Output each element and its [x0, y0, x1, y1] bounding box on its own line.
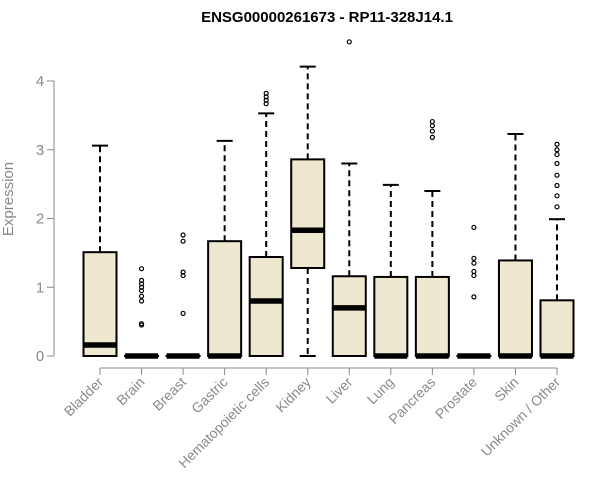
outlier-point	[554, 193, 560, 199]
outlier-point	[554, 141, 560, 147]
outlier-point	[429, 128, 435, 134]
outlier-point	[138, 277, 145, 283]
x-tick-label: Breast	[149, 374, 189, 414]
chart-title: ENSG00000261673 - RP11-328J14.1	[201, 9, 453, 26]
iqr-box	[207, 240, 243, 357]
box-pancreas	[414, 118, 450, 359]
iqr-box	[248, 256, 284, 357]
outlier-point	[471, 260, 477, 266]
outlier-point	[138, 293, 145, 299]
outlier-point	[554, 151, 560, 158]
outlier-point	[554, 204, 560, 210]
outlier-point	[554, 160, 560, 167]
y-tick-label: 1	[36, 279, 44, 296]
outlier-point	[138, 298, 145, 304]
box-bladder	[82, 144, 118, 357]
box-brain	[124, 266, 160, 359]
iqr-box	[414, 275, 450, 357]
iqr-box	[497, 259, 533, 357]
iqr-box	[539, 299, 575, 357]
box-breast	[165, 232, 201, 359]
outlier-point	[180, 232, 186, 238]
iqr-box	[373, 275, 409, 357]
iqr-box	[331, 275, 367, 357]
x-tick-label: Liver	[323, 374, 356, 407]
outlier-point	[346, 39, 352, 45]
box-liver	[331, 39, 367, 357]
box-hematopoietic-cells	[248, 90, 284, 357]
box-lung	[373, 183, 409, 359]
x-tick-label: Prostate	[432, 374, 480, 422]
outlier-point	[138, 321, 145, 327]
outlier-point	[471, 255, 477, 261]
y-tick-label: 4	[36, 73, 44, 90]
outlier-point	[554, 182, 560, 189]
outlier-point	[471, 294, 477, 300]
outlier-point	[180, 238, 186, 244]
y-axis: 0 1 2 3 4	[36, 73, 55, 365]
y-axis-label: Expression	[0, 162, 17, 236]
outlier-point	[180, 269, 186, 275]
outlier-point	[554, 147, 560, 153]
x-tick-label: Brain	[113, 374, 147, 408]
box-series	[82, 39, 575, 359]
y-tick-label: 3	[36, 142, 44, 159]
x-tick-label: Kidney	[272, 374, 314, 416]
box-unknown-other	[539, 141, 575, 359]
outlier-point	[429, 134, 435, 140]
outlier-point	[471, 268, 477, 275]
box-kidney	[290, 65, 326, 357]
outlier-point	[429, 123, 435, 129]
box-prostate	[456, 224, 492, 359]
outlier-point	[429, 118, 435, 125]
outlier-point	[180, 310, 186, 316]
iqr-box	[82, 251, 118, 357]
y-tick-label: 0	[36, 348, 44, 365]
box-gastric	[207, 139, 243, 359]
y-tick-label: 2	[36, 211, 44, 228]
x-tick-label: Lung	[364, 374, 397, 407]
box-skin	[497, 132, 533, 359]
outlier-point	[471, 272, 477, 279]
outlier-point	[138, 266, 145, 272]
iqr-box	[290, 158, 326, 269]
x-tick-label: Bladder	[61, 374, 107, 420]
outlier-point	[471, 224, 477, 231]
outlier-point	[263, 90, 269, 96]
x-tick-label: Unknown / Other	[478, 374, 564, 460]
x-tick-label: Skin	[491, 374, 522, 405]
outlier-point	[554, 172, 560, 178]
